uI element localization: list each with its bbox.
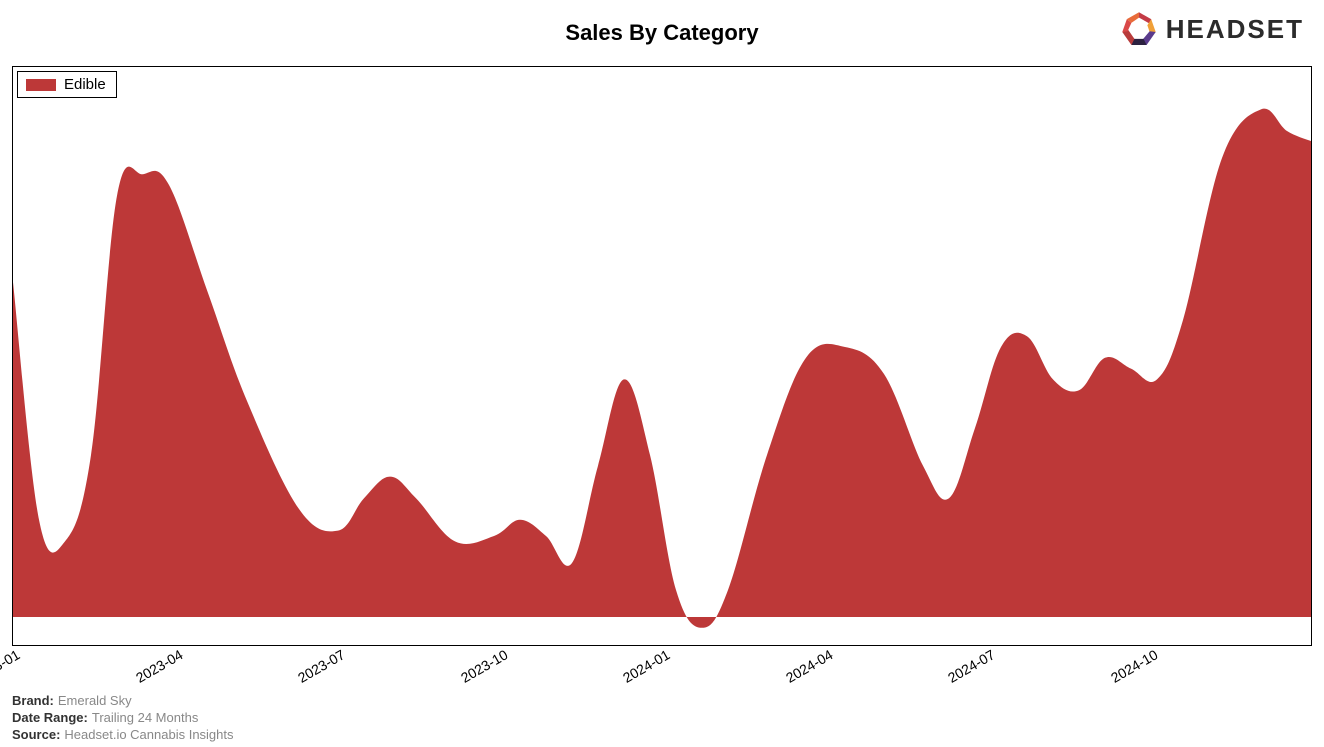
logo-icon bbox=[1120, 10, 1158, 48]
x-tick-label: 2023-07 bbox=[295, 646, 348, 686]
meta-source-label: Source: bbox=[12, 727, 60, 742]
x-tick-label: 2024-10 bbox=[1108, 646, 1161, 686]
meta-range-label: Date Range: bbox=[12, 710, 88, 725]
x-tick-label: 2023-10 bbox=[458, 646, 511, 686]
meta-range-value: Trailing 24 Months bbox=[92, 710, 198, 725]
x-tick-label: 2024-04 bbox=[783, 646, 836, 686]
legend: Edible bbox=[17, 71, 117, 98]
series-edible-area bbox=[13, 109, 1312, 628]
legend-swatch-edible bbox=[26, 79, 56, 91]
legend-label-edible: Edible bbox=[64, 76, 106, 93]
headset-logo: HEADSET bbox=[1120, 10, 1304, 48]
area-chart-svg bbox=[13, 67, 1312, 646]
meta-brand: Brand: Emerald Sky bbox=[12, 693, 132, 708]
x-tick-label: 2024-07 bbox=[945, 646, 998, 686]
logo-text: HEADSET bbox=[1166, 14, 1304, 45]
x-tick-label: 2023-04 bbox=[133, 646, 186, 686]
meta-brand-value: Emerald Sky bbox=[58, 693, 132, 708]
chart-plot-area: Edible bbox=[12, 66, 1312, 646]
meta-brand-label: Brand: bbox=[12, 693, 54, 708]
meta-date-range: Date Range: Trailing 24 Months bbox=[12, 710, 198, 725]
meta-source-value: Headset.io Cannabis Insights bbox=[64, 727, 233, 742]
meta-source: Source: Headset.io Cannabis Insights bbox=[12, 727, 234, 742]
x-tick-label: 2023-01 bbox=[0, 646, 23, 686]
x-tick-label: 2024-01 bbox=[620, 646, 673, 686]
